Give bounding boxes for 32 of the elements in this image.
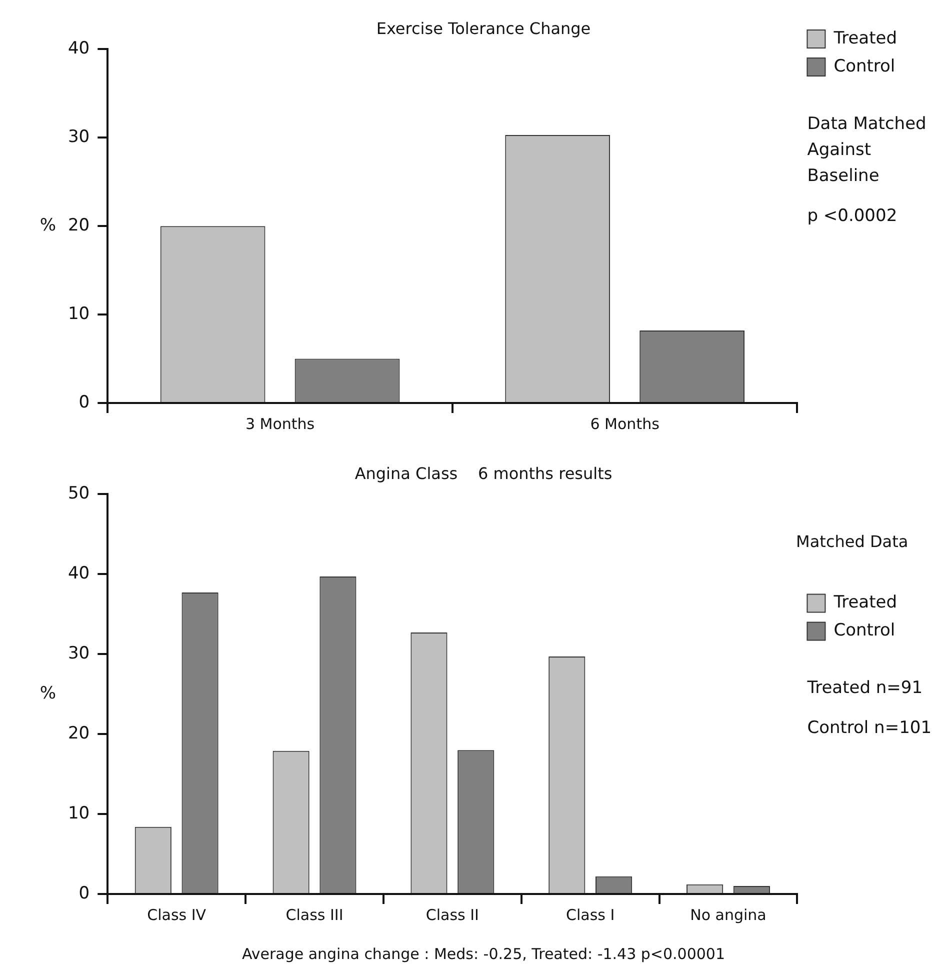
y-tick-label: 30 (68, 644, 90, 664)
y-axis-title: % (40, 684, 56, 704)
legend-title: Matched Data (796, 532, 908, 552)
text: p <0.0002 (807, 206, 898, 226)
chart-title: Angina Class 6 months results (354, 464, 612, 483)
legend-label: Treated (832, 592, 898, 613)
x-tick-label: Class III (286, 906, 344, 924)
chart-title: Exercise Tolerance Change (376, 18, 591, 38)
y-tick-label: 30 (68, 127, 90, 148)
y-tick-label: 0 (78, 392, 90, 412)
x-tick-label: 6 Months (590, 414, 660, 433)
legend-label: Control (834, 56, 896, 76)
y-tick-label: 0 (78, 883, 90, 904)
y-axis-title: % (40, 216, 56, 236)
y-tick-label: 10 (68, 304, 90, 324)
x-tick-label: No angina (690, 906, 766, 924)
y-tick-label: 20 (68, 724, 90, 744)
y-tick-label: 40 (68, 564, 90, 584)
x-tick-label: 3 Months (245, 414, 315, 433)
x-tick-label: Class I (566, 906, 615, 924)
text: Treated n=91 (806, 678, 923, 698)
legend-label: Control (834, 620, 896, 641)
x-tick-label: Class IV (147, 906, 207, 924)
y-tick-label: 10 (68, 803, 90, 824)
y-tick-label: 50 (68, 484, 90, 504)
text: Data Matched Against Baseline (807, 114, 926, 186)
y-tick-label: 40 (68, 38, 90, 59)
y-tick-label: 20 (68, 216, 90, 236)
x-tick-label: Class II (426, 906, 479, 924)
text: Average angina change : Meds: -0.25, Treated: -1.43 p<0.00001 (242, 944, 726, 963)
legend-label: Treated (832, 28, 898, 48)
text: Control n=101 (807, 718, 932, 738)
